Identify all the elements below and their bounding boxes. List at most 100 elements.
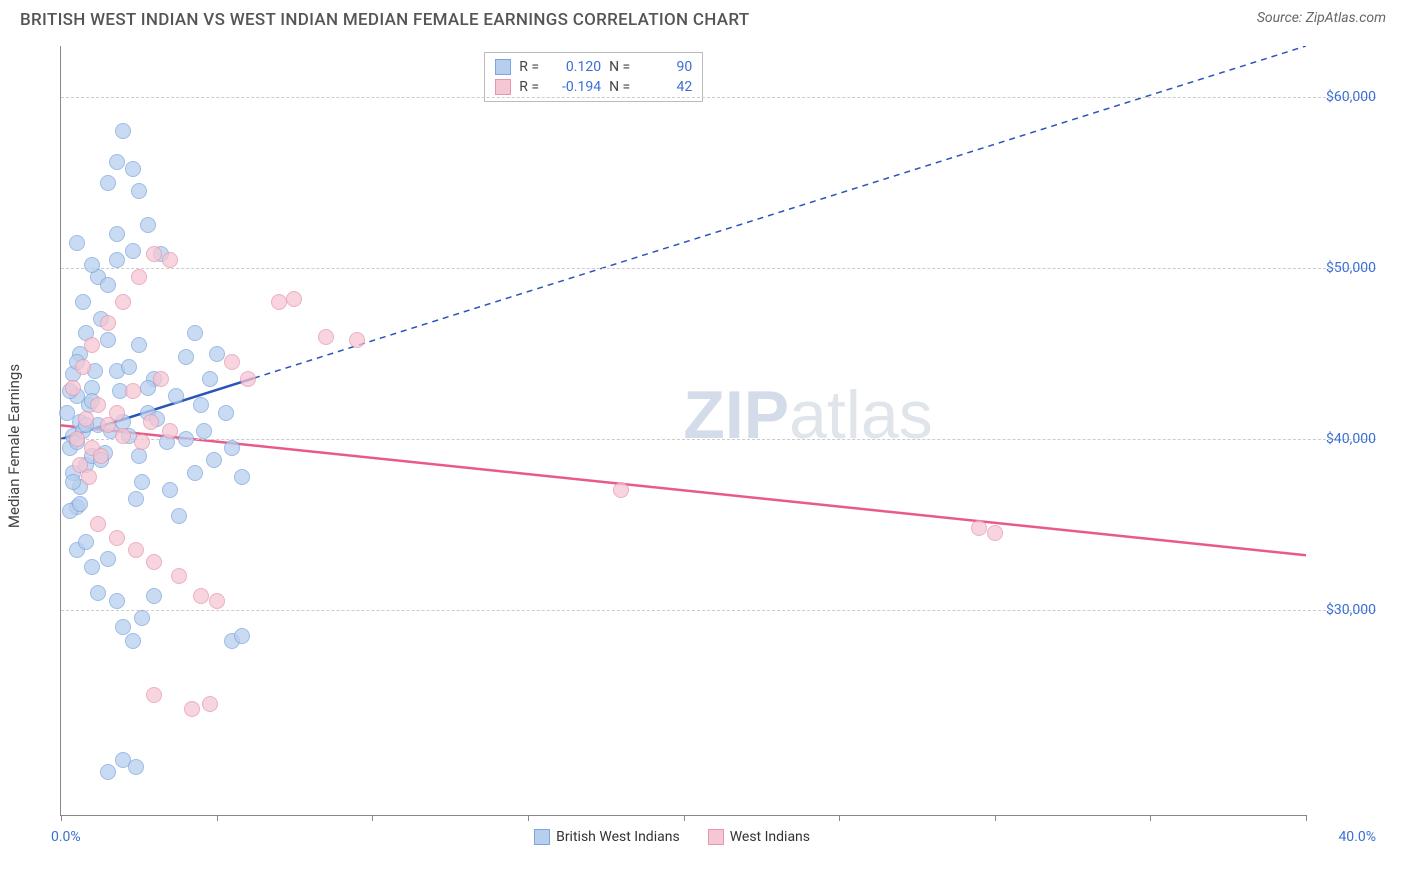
data-point <box>146 246 162 262</box>
data-point <box>187 465 203 481</box>
data-point <box>125 633 141 649</box>
source-label: Source: ZipAtlas.com <box>1257 10 1386 30</box>
x-tick <box>1306 815 1307 821</box>
data-point <box>65 474 81 490</box>
data-point <box>202 371 218 387</box>
swatch-icon <box>708 829 724 845</box>
data-point <box>224 354 240 370</box>
data-point <box>224 440 240 456</box>
data-point <box>78 411 94 427</box>
data-point <box>78 534 94 550</box>
data-point <box>193 588 209 604</box>
y-tick-label: $40,000 <box>1326 431 1376 447</box>
data-point <box>128 759 144 775</box>
data-point <box>90 516 106 532</box>
data-point <box>162 482 178 498</box>
data-point <box>234 628 250 644</box>
chart-title: BRITISH WEST INDIAN VS WEST INDIAN MEDIA… <box>20 10 749 30</box>
data-point <box>146 687 162 703</box>
x-tick <box>995 815 996 821</box>
data-point <box>131 269 147 285</box>
data-point <box>84 257 100 273</box>
data-point <box>109 252 125 268</box>
x-tick <box>61 815 62 821</box>
data-point <box>84 559 100 575</box>
data-point <box>84 337 100 353</box>
data-point <box>234 469 250 485</box>
swatch-icon <box>495 79 511 95</box>
data-point <box>209 346 225 362</box>
data-point <box>115 428 131 444</box>
data-point <box>115 294 131 310</box>
data-point <box>206 452 222 468</box>
y-axis-label: Median Female Earnings <box>5 364 23 528</box>
data-point <box>286 291 302 307</box>
stats-row-0: R = 0.120 N = 90 <box>495 57 692 77</box>
data-point <box>168 388 184 404</box>
data-point <box>128 491 144 507</box>
gridline <box>61 97 1376 98</box>
data-point <box>971 520 987 536</box>
data-point <box>613 482 629 498</box>
data-point <box>69 431 85 447</box>
data-point <box>75 359 91 375</box>
data-point <box>162 423 178 439</box>
data-point <box>125 243 141 259</box>
gridline <box>61 610 1376 611</box>
data-point <box>109 530 125 546</box>
data-point <box>125 161 141 177</box>
data-point <box>100 764 116 780</box>
data-point <box>109 226 125 242</box>
data-point <box>100 175 116 191</box>
data-point <box>187 325 203 341</box>
data-point <box>131 448 147 464</box>
gridline <box>61 268 1376 269</box>
x-tick <box>372 815 373 821</box>
data-point <box>134 434 150 450</box>
data-point <box>146 554 162 570</box>
data-point <box>125 383 141 399</box>
data-point <box>318 329 334 345</box>
data-point <box>100 277 116 293</box>
data-point <box>240 371 256 387</box>
plot-area: ZIPatlas R = 0.120 N = 90 R = -0.194 N =… <box>60 46 1306 816</box>
x-tick <box>217 815 218 821</box>
x-tick <box>839 815 840 821</box>
data-point <box>171 568 187 584</box>
data-point <box>121 359 137 375</box>
data-point <box>178 349 194 365</box>
data-point <box>109 405 125 421</box>
data-point <box>196 423 212 439</box>
gridline <box>61 439 1376 440</box>
data-point <box>109 154 125 170</box>
data-point <box>90 397 106 413</box>
watermark: ZIPatlas <box>683 376 932 454</box>
data-point <box>90 585 106 601</box>
data-point <box>100 332 116 348</box>
stats-legend: R = 0.120 N = 90 R = -0.194 N = 42 <box>484 52 703 102</box>
data-point <box>75 294 91 310</box>
data-point <box>209 593 225 609</box>
data-point <box>131 183 147 199</box>
data-point <box>987 525 1003 541</box>
x-tick <box>528 815 529 821</box>
data-point <box>143 414 159 430</box>
data-point <box>93 448 109 464</box>
data-point <box>178 431 194 447</box>
data-point <box>109 593 125 609</box>
x-tick <box>1150 815 1151 821</box>
legend-item-1: West Indians <box>708 829 810 845</box>
data-point <box>140 217 156 233</box>
swatch-icon <box>495 59 511 75</box>
swatch-icon <box>534 829 550 845</box>
data-point <box>171 508 187 524</box>
legend-label: British West Indians <box>556 829 680 845</box>
data-point <box>100 315 116 331</box>
data-point <box>100 551 116 567</box>
chart-container: Median Female Earnings ZIPatlas R = 0.12… <box>50 36 1386 856</box>
data-point <box>193 397 209 413</box>
x-axis-label-min: 0.0% <box>51 829 81 845</box>
legend-label: West Indians <box>730 829 810 845</box>
data-point <box>153 371 169 387</box>
data-point <box>218 405 234 421</box>
